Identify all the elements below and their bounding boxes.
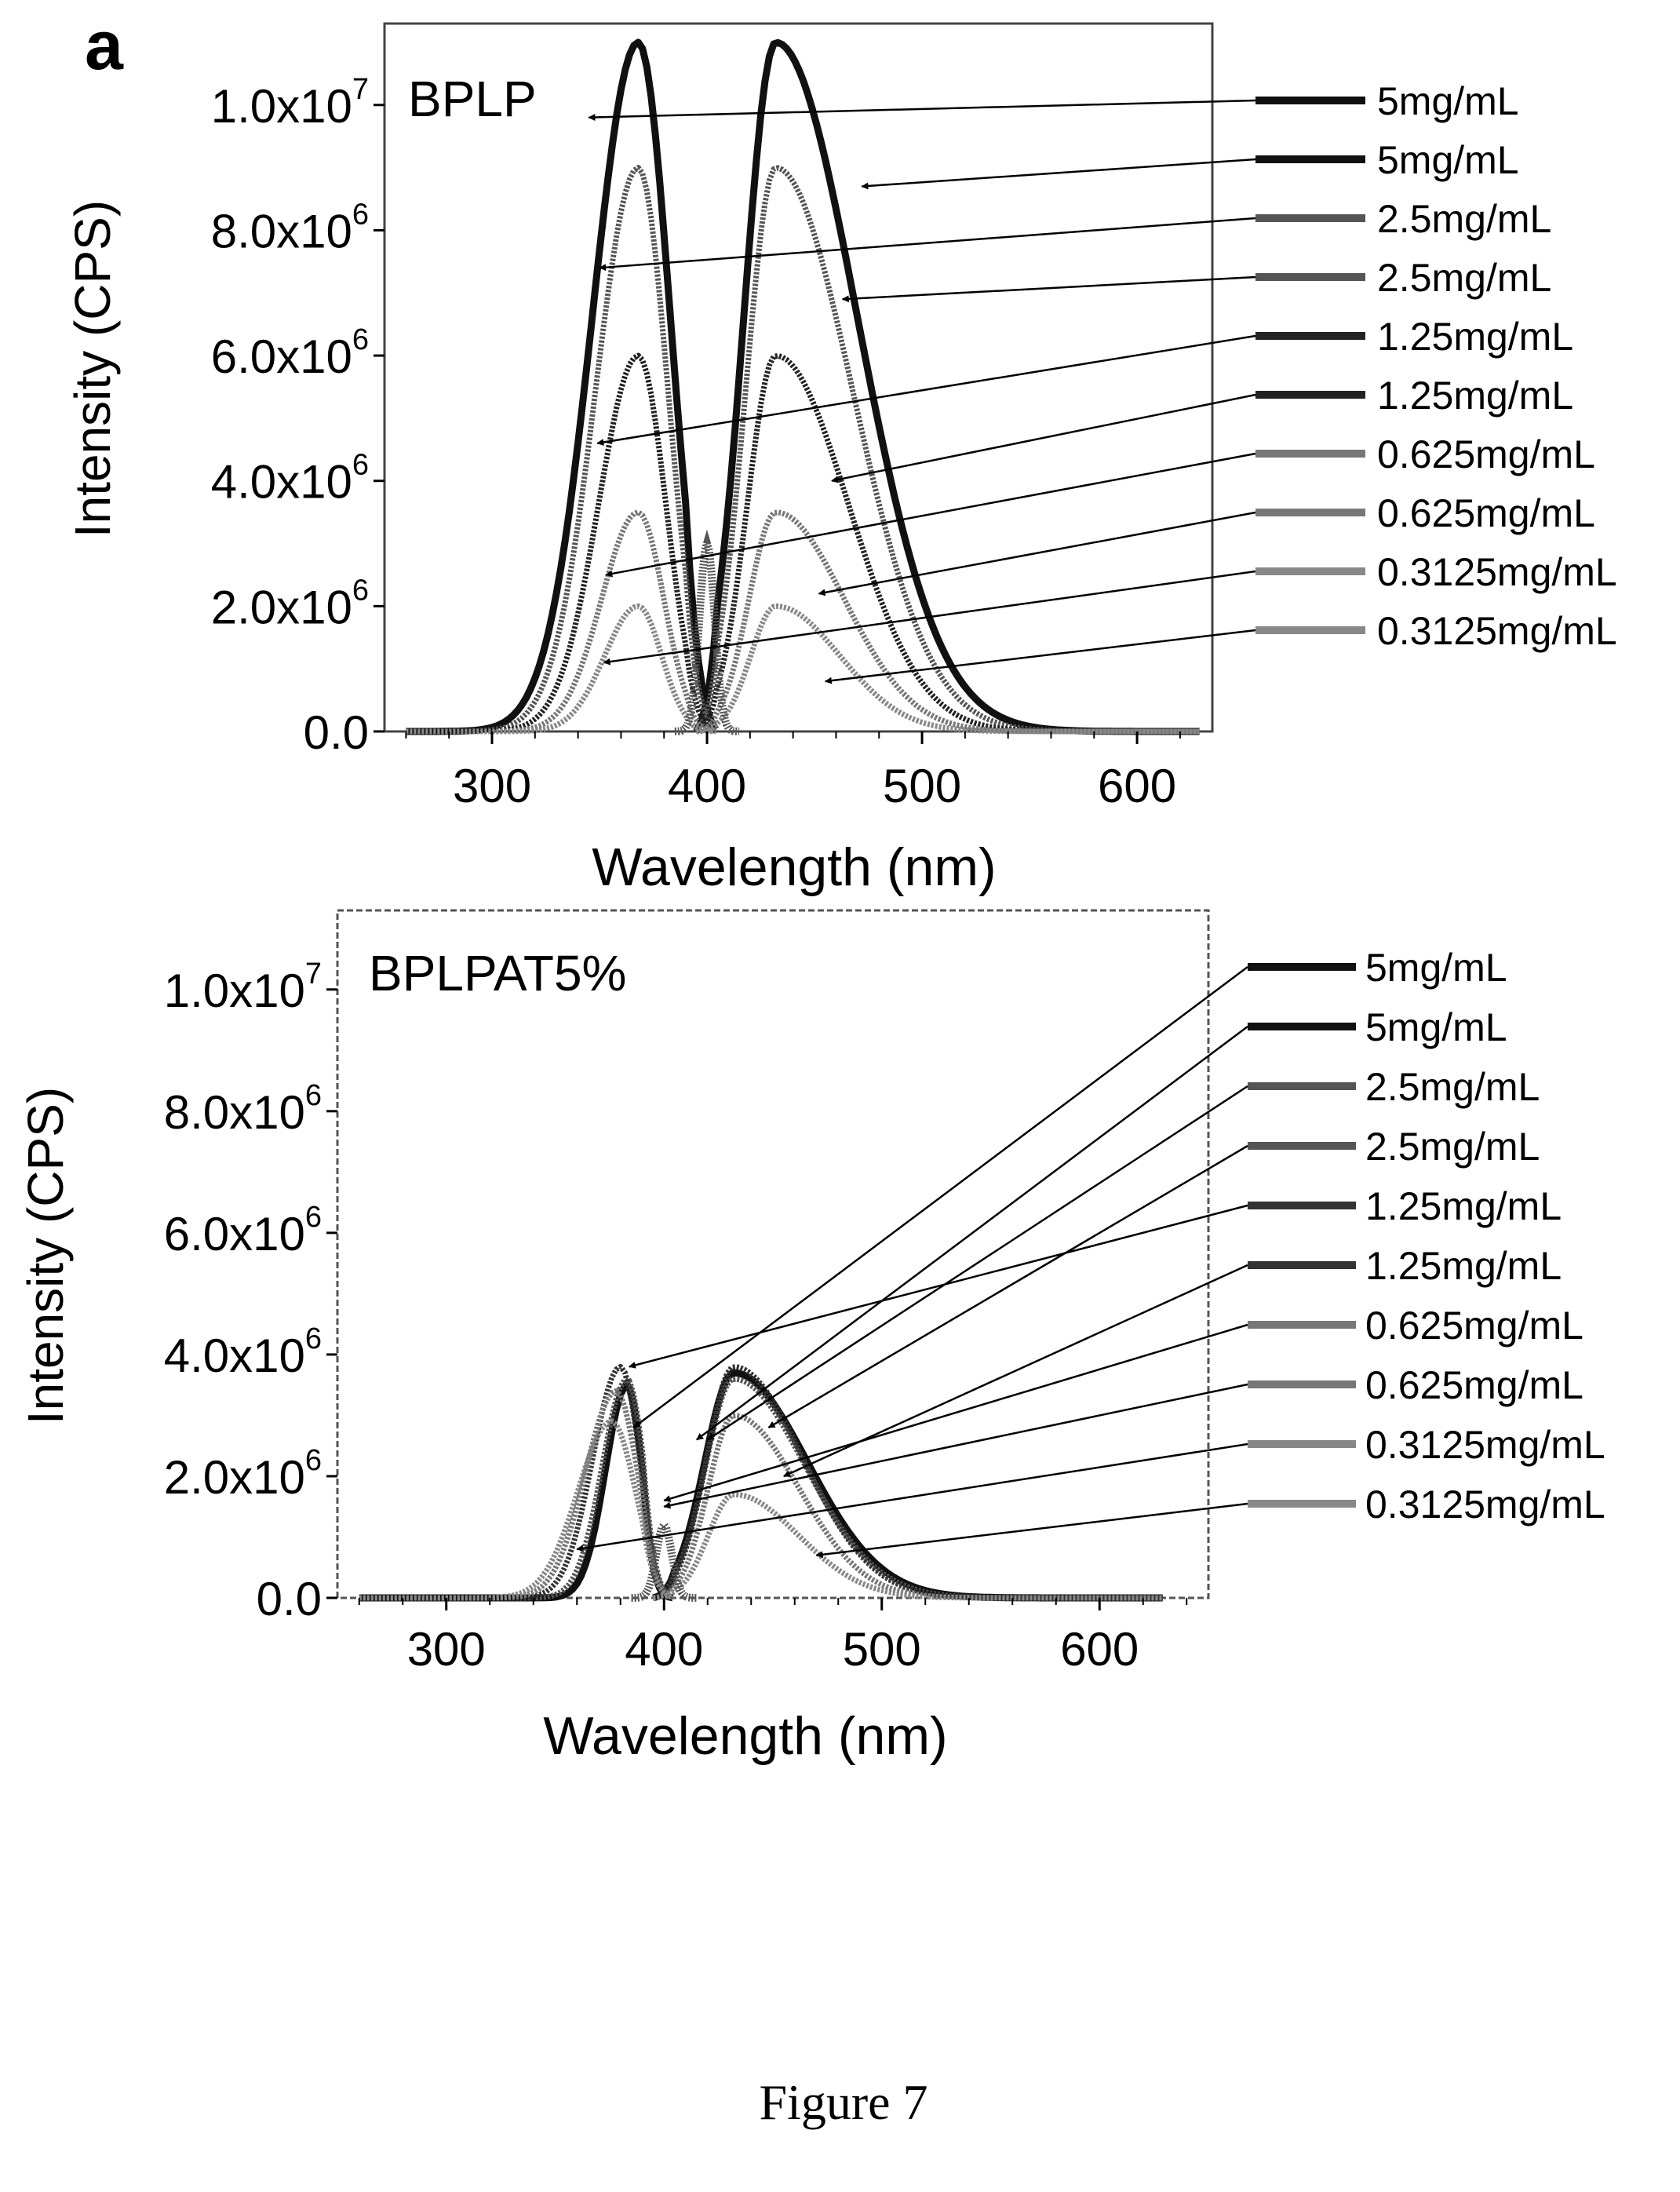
legend-label: 0.625mg/mL	[1365, 1363, 1583, 1407]
chart-title: BPLP	[408, 71, 537, 127]
series-line-0.3125mgml	[406, 603, 716, 735]
x-tick-label: 400	[625, 1623, 703, 1676]
x-axis-label: Wavelength (nm)	[543, 1706, 947, 1766]
legend-label: 1.25mg/mL	[1377, 374, 1573, 418]
series-line-1.25mgml	[359, 1363, 674, 1601]
series-line-2.5mgml	[406, 165, 718, 735]
legend-arrow	[767, 1144, 1248, 1429]
series-line-0.625mgml	[695, 509, 1200, 735]
y-tick-label: 4.0x106	[211, 449, 369, 509]
legend-arrow	[632, 965, 1248, 1428]
scatter-peak-line	[674, 529, 740, 735]
y-tick-label: 2.0x106	[211, 574, 369, 633]
legend-arrow	[628, 1204, 1248, 1369]
y-tick-label: 1.0x107	[164, 957, 322, 1017]
x-tick-label: 600	[1060, 1623, 1139, 1676]
legend: 5mg/mL 5mg/mL 2.5mg/mL 2.5mg/mL 1.25mg/mL 1.2…	[576, 946, 1605, 1559]
legend-arrow	[663, 1383, 1248, 1509]
chart-bplp: BPLP 0.0 2.0x106 4.0x106 6.0x106 8.0x106 1.0x…	[64, 22, 1617, 897]
plot-frame	[383, 22, 1214, 733]
legend-arrow	[588, 99, 1256, 122]
x-tick-label: 600	[1098, 760, 1176, 812]
legend-label: 0.3125mg/mL	[1365, 1483, 1605, 1526]
x-axis-ticks: 300 400 500 600	[405, 731, 1181, 812]
legend-arrow	[596, 334, 1256, 446]
legend-label: 0.625mg/mL	[1365, 1304, 1583, 1348]
series-curves	[359, 1363, 1163, 1602]
legend-label: 0.3125mg/mL	[1377, 609, 1617, 653]
legend-arrow	[831, 393, 1256, 483]
panel-letter: a	[85, 6, 124, 84]
legend-arrow	[815, 1502, 1248, 1559]
y-tick-label: 1.0x107	[211, 73, 369, 133]
series-line-1.25mgml	[652, 1364, 1163, 1601]
legend-label: 0.3125mg/mL	[1377, 550, 1617, 594]
legend-arrow	[824, 629, 1256, 684]
y-tick-label: 0.0	[304, 706, 369, 759]
y-tick-label: 6.0x106	[164, 1201, 322, 1260]
legend-arrow	[783, 1264, 1248, 1478]
scatter-peak-line	[631, 1518, 697, 1602]
series-line-5mgml	[359, 1382, 674, 1602]
plot-frame	[336, 909, 1210, 1599]
legend-label: 5mg/mL	[1377, 138, 1519, 182]
legend-label: 2.5mg/mL	[1365, 1125, 1540, 1169]
legend-arrow	[599, 217, 1256, 272]
legend-label: 1.25mg/mL	[1365, 1184, 1562, 1228]
legend-arrow	[696, 1025, 1248, 1441]
legend-label: 5mg/mL	[1365, 1005, 1507, 1049]
x-axis-ticks: 300 400 500 600	[358, 1598, 1188, 1676]
x-tick-label: 300	[407, 1623, 486, 1676]
series-line-0.625mgml	[359, 1388, 674, 1601]
series-line-5mgml	[652, 1369, 1163, 1602]
legend-label: 5mg/mL	[1365, 946, 1507, 990]
legend-arrow	[603, 570, 1256, 666]
series-line-0.625mgml	[653, 1413, 1163, 1601]
y-axis-ticks: 0.0 2.0x106 4.0x106 6.0x106 8.0x106 1.0x107	[164, 957, 337, 1625]
legend-arrow	[663, 1323, 1248, 1502]
legend-arrow	[818, 511, 1256, 596]
legend-label: 1.25mg/mL	[1377, 315, 1573, 359]
y-tick-label: 8.0x106	[211, 198, 369, 257]
legend-label: 5mg/mL	[1377, 79, 1519, 123]
y-tick-label: 8.0x106	[164, 1079, 322, 1139]
legend-label: 2.5mg/mL	[1377, 256, 1551, 300]
y-axis-label: Intensity (CPS)	[64, 200, 121, 538]
legend-label: 2.5mg/mL	[1377, 197, 1551, 241]
series-line-2.5mgml	[694, 165, 1200, 735]
x-axis-label: Wavelength (nm)	[592, 837, 996, 897]
x-tick-label: 500	[843, 1623, 921, 1676]
y-tick-label: 0.0	[257, 1573, 322, 1625]
figure-caption: Figure 7	[759, 2074, 927, 2130]
y-tick-label: 6.0x106	[211, 323, 369, 383]
legend-label: 2.5mg/mL	[1365, 1065, 1540, 1109]
series-curves	[406, 38, 1200, 735]
legend-label: 0.625mg/mL	[1377, 432, 1595, 476]
legend-arrow	[706, 1085, 1248, 1441]
legend-label: 1.25mg/mL	[1365, 1244, 1562, 1288]
chart-bplpat5: BPLPAT5% 0.0 2.0x106 4.0x106 6.0x106 8.0x106…	[17, 909, 1605, 1766]
legend-arrow	[605, 452, 1256, 578]
y-tick-label: 4.0x106	[164, 1322, 322, 1382]
y-axis-ticks: 0.0 2.0x106 4.0x106 6.0x106 8.0x106 1.0x107	[211, 73, 384, 759]
chart-title: BPLPAT5%	[369, 945, 626, 1001]
series-line-2.5mgml	[652, 1376, 1163, 1601]
series-line-0.3125mgml	[359, 1418, 674, 1601]
legend-arrow	[841, 275, 1256, 303]
series-line-0.3125mgml	[696, 603, 1200, 735]
x-tick-label: 300	[453, 760, 531, 812]
legend-arrow	[861, 158, 1256, 190]
legend-label: 0.3125mg/mL	[1365, 1423, 1605, 1467]
y-tick-label: 2.0x106	[164, 1444, 322, 1504]
legend-arrow	[576, 1442, 1248, 1552]
series-line-0.3125mgml	[653, 1491, 1163, 1601]
legend-label: 0.625mg/mL	[1377, 491, 1595, 535]
x-tick-label: 400	[668, 760, 746, 812]
x-tick-label: 500	[883, 760, 961, 812]
legend: 5mg/mL 5mg/mL 2.5mg/mL 2.5mg/mL 1.25mg/mL 1.2…	[588, 79, 1617, 684]
y-axis-label: Intensity (CPS)	[17, 1087, 74, 1424]
